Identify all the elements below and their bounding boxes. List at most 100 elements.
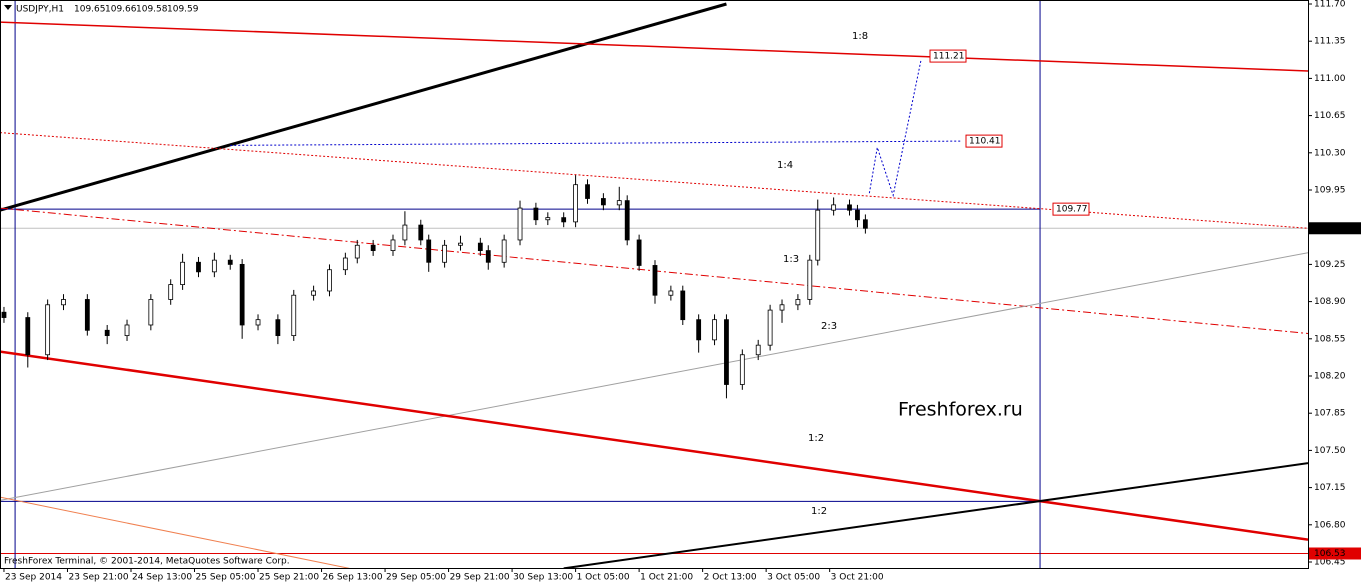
x-tick-label: 3 Oct 21:00: [831, 573, 884, 583]
candle-body: [517, 207, 523, 241]
y-tick-label: 111.70: [1314, 0, 1346, 10]
candle-body: [636, 239, 642, 266]
ratio-label: 1:3: [783, 254, 799, 265]
candle-body: [652, 265, 658, 296]
x-tick-label: 23 Sep 21:00: [68, 573, 128, 583]
ratio-label: 1:4: [777, 160, 793, 171]
price-label: 109.59: [1314, 224, 1346, 234]
candle-body: [311, 290, 317, 296]
copyright: FreshForex Terminal, © 2001-2014, MetaQu…: [4, 557, 290, 567]
candle-body: [600, 198, 606, 206]
y-tick-label: 106.80: [1314, 520, 1346, 530]
candle-body: [25, 317, 31, 356]
x-tick-label: 25 Sep 21:00: [259, 573, 319, 583]
candle-body: [45, 304, 51, 356]
candle-body: [815, 209, 821, 261]
trend-line: [0, 21, 1308, 72]
trend-line: [0, 496, 350, 568]
candle-body: [370, 244, 376, 251]
x-tick-label: 3 Oct 05:00: [767, 573, 820, 583]
candle-body: [739, 354, 745, 385]
candle-body: [61, 299, 66, 306]
price-label-bg: [1309, 222, 1361, 235]
price-label-bg: [1309, 547, 1361, 560]
candle-body: [327, 269, 332, 292]
ohlc-low: 109.58: [136, 5, 168, 15]
y-tick-label: 107.50: [1314, 446, 1346, 456]
candle-body: [458, 242, 463, 246]
candle-body: [855, 209, 860, 221]
x-tick-label: 2 Oct 13:00: [704, 573, 757, 583]
trend-line: [563, 462, 1308, 568]
candle-body: [724, 319, 729, 385]
x-tick-label: 30 Sep 13:00: [513, 573, 573, 583]
candle-body: [342, 257, 348, 271]
trend-line: [230, 140, 961, 146]
candle-body: [211, 259, 217, 273]
plot-frame: [0, 0, 1309, 569]
candle-body: [755, 344, 761, 356]
x-tick-label: 23 Sep 2014: [5, 573, 62, 583]
y-tick-label: 109.25: [1314, 260, 1346, 270]
candle-body: [795, 299, 801, 306]
candle-body: [124, 324, 130, 337]
y-tick-label: 110.30: [1314, 148, 1346, 158]
candle-body: [418, 224, 424, 241]
ratio-label: 2:3: [821, 321, 837, 332]
x-tick-label: 1 Oct 05:00: [577, 573, 630, 583]
price-mark-label: 109.77: [1056, 205, 1088, 215]
ratio-label: 1:2: [808, 433, 824, 444]
y-tick-label: 110.65: [1314, 111, 1346, 121]
candle-body: [831, 204, 837, 211]
trend-line: [868, 60, 922, 198]
candle-body: [442, 244, 448, 263]
candle-body: [104, 329, 110, 337]
candle-body: [767, 309, 773, 346]
y-tick-label: 108.20: [1314, 372, 1346, 382]
candle-body: [148, 299, 154, 326]
price-mark-box: [1052, 202, 1090, 216]
y-tick-label: 108.55: [1314, 334, 1346, 344]
ohlc-open: 109.65: [74, 5, 106, 15]
trend-line: [0, 2, 727, 212]
y-tick-label: 111.35: [1314, 37, 1346, 47]
candle-body: [561, 217, 567, 223]
x-tick-label: 24 Sep 13:00: [132, 573, 192, 583]
trend-line: [0, 350, 1308, 541]
candle-body: [477, 242, 483, 251]
candle-body: [847, 204, 852, 211]
ratio-label: 1:2: [811, 506, 827, 517]
x-tick-label: 1 Oct 21:00: [640, 573, 693, 583]
candle-body: [168, 284, 174, 300]
x-tick-label: 29 Sep 05:00: [386, 573, 446, 583]
candle-body: [696, 319, 702, 341]
ratio-label: 1:8: [852, 31, 868, 42]
x-tick-label: 25 Sep 05:00: [196, 573, 256, 583]
candle-body: [239, 263, 245, 326]
candle-body: [533, 207, 539, 221]
price-label: 106.53: [1314, 549, 1346, 559]
price-mark-box: [965, 134, 1003, 148]
price-mark-label: 110.41: [969, 137, 1001, 147]
candle-body: [573, 184, 578, 223]
watermark: Freshforex.ru: [898, 399, 1023, 421]
candle-body: [255, 319, 261, 326]
candle-body: [807, 259, 813, 300]
price-mark-label: 111.21: [933, 52, 965, 62]
y-tick-label: 107.85: [1314, 409, 1346, 419]
candle-body: [779, 304, 785, 311]
candle-body: [616, 200, 622, 206]
symbol: USDJPY,H1: [16, 5, 64, 15]
x-tick-label: 26 Sep 13:00: [323, 573, 383, 583]
y-tick-label: 108.90: [1314, 297, 1346, 307]
ohlc-high: 109.66: [105, 5, 137, 15]
candle-body: [196, 261, 201, 273]
menu-icon[interactable]: [4, 5, 12, 10]
candle-body: [227, 259, 233, 265]
plot-area: [0, 0, 1308, 568]
y-tick-label: 109.95: [1314, 186, 1346, 196]
candle-body: [275, 319, 281, 337]
candle-body: [585, 184, 590, 199]
y-tick-label: 107.15: [1314, 483, 1346, 493]
